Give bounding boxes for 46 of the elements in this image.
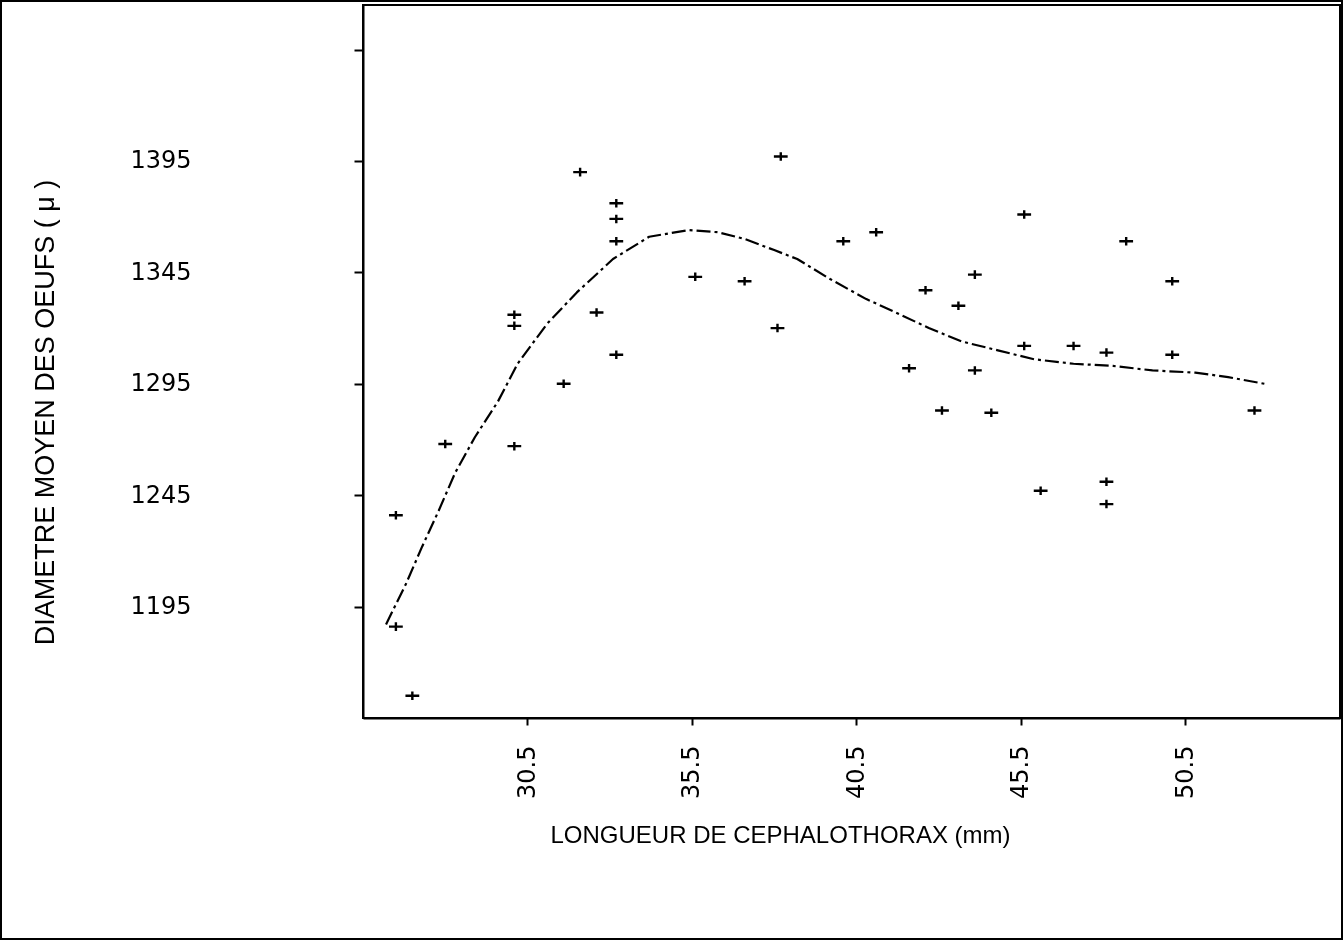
y-tick-label: 1295 bbox=[130, 369, 192, 398]
point bbox=[736, 275, 753, 287]
point bbox=[506, 320, 523, 332]
x-tick-label: 30.5 bbox=[512, 745, 541, 799]
x-tick-label: 50.5 bbox=[1170, 745, 1199, 799]
point bbox=[687, 271, 704, 283]
x-tick-label: 45.5 bbox=[1006, 745, 1035, 799]
point bbox=[1016, 208, 1033, 220]
y-axis-title: DIAMETRE MOYEN DES OEUFS ( μ ) bbox=[29, 179, 60, 646]
point bbox=[608, 349, 625, 361]
point bbox=[572, 166, 589, 178]
point bbox=[555, 378, 572, 390]
point bbox=[1032, 485, 1049, 497]
point bbox=[1098, 476, 1115, 488]
point bbox=[835, 235, 852, 247]
x-axis-title: LONGUEUR DE CEPHALOTHORAX (mm) bbox=[550, 820, 1011, 848]
point bbox=[1065, 340, 1082, 352]
point bbox=[608, 213, 625, 225]
point bbox=[1118, 235, 1135, 247]
point bbox=[404, 690, 421, 702]
point bbox=[387, 509, 404, 521]
point bbox=[1098, 498, 1115, 510]
point bbox=[608, 235, 625, 247]
point bbox=[868, 226, 885, 238]
x-tick-label: 40.5 bbox=[841, 745, 870, 799]
point bbox=[1098, 347, 1115, 359]
y-tick-label: 1195 bbox=[130, 592, 192, 621]
point bbox=[950, 300, 967, 312]
point bbox=[966, 269, 983, 281]
point bbox=[437, 438, 454, 450]
point bbox=[917, 284, 934, 296]
line-series bbox=[384, 228, 1266, 626]
y-tick-label: 1245 bbox=[130, 480, 192, 509]
y-tick-label: 1395 bbox=[130, 146, 192, 175]
point bbox=[1164, 275, 1181, 287]
point bbox=[983, 407, 1000, 419]
point bbox=[387, 621, 404, 633]
point bbox=[506, 440, 523, 452]
y-tick-label: 1345 bbox=[130, 257, 192, 286]
point bbox=[966, 364, 983, 376]
point bbox=[769, 322, 786, 334]
point bbox=[608, 197, 625, 209]
point bbox=[1016, 340, 1033, 352]
x-tick-label: 35.5 bbox=[677, 745, 706, 799]
point bbox=[1164, 349, 1181, 361]
point bbox=[506, 309, 523, 321]
